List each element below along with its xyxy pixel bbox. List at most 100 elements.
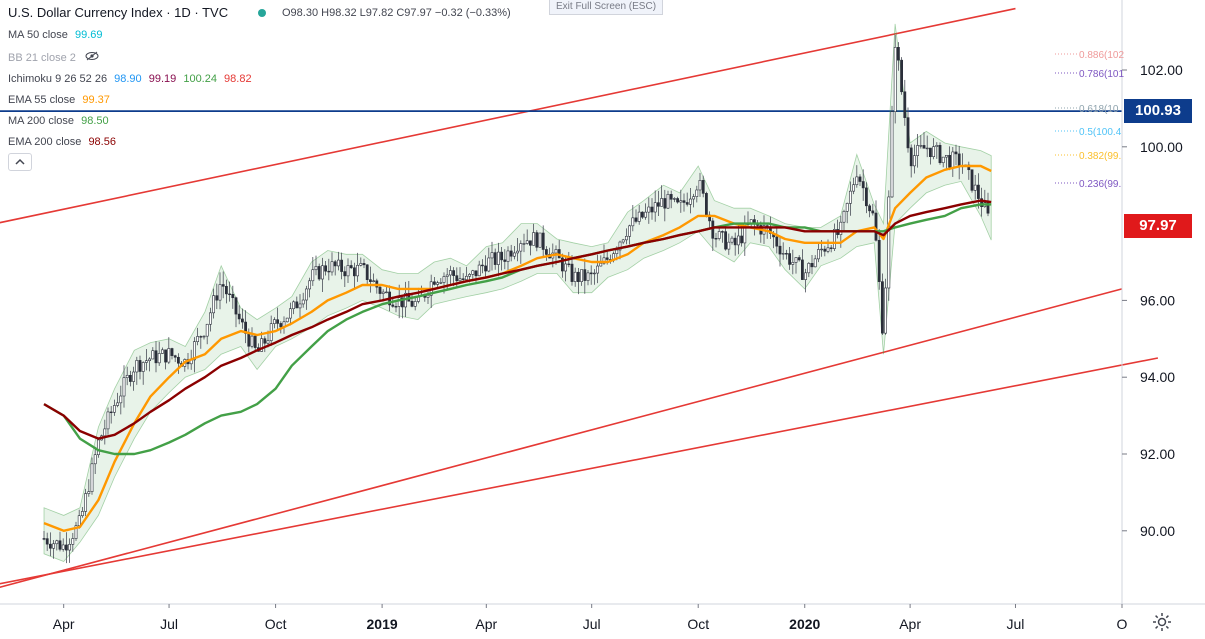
candle[interactable] — [666, 190, 670, 209]
candle[interactable] — [880, 273, 884, 336]
candle[interactable] — [304, 285, 308, 310]
candle[interactable] — [237, 305, 241, 325]
candle[interactable] — [487, 247, 491, 273]
candle[interactable] — [84, 488, 88, 517]
candle[interactable] — [509, 244, 513, 262]
candle[interactable] — [196, 327, 200, 346]
candle[interactable] — [916, 134, 920, 168]
candle[interactable] — [720, 230, 724, 243]
candle[interactable] — [583, 258, 587, 294]
candle[interactable] — [368, 266, 372, 293]
candle[interactable] — [125, 366, 129, 386]
candle[interactable] — [234, 296, 238, 328]
candle[interactable] — [813, 255, 817, 268]
candle[interactable] — [653, 190, 657, 222]
candle[interactable] — [500, 246, 504, 271]
candle[interactable] — [285, 317, 289, 323]
candle[interactable] — [58, 531, 62, 552]
candle[interactable] — [541, 225, 545, 258]
candle[interactable] — [935, 142, 939, 159]
eye-hidden-icon[interactable] — [85, 51, 99, 64]
candle[interactable] — [823, 245, 827, 257]
candle[interactable] — [484, 255, 488, 277]
candle[interactable] — [647, 197, 651, 224]
candle[interactable] — [506, 246, 510, 270]
series-line[interactable] — [43, 199, 992, 440]
candle[interactable] — [71, 532, 75, 552]
candle[interactable] — [173, 354, 177, 363]
candle[interactable] — [669, 190, 673, 209]
candle[interactable] — [714, 232, 718, 248]
candle[interactable] — [109, 406, 113, 424]
candle[interactable] — [276, 307, 280, 332]
candle[interactable] — [496, 242, 500, 277]
candle[interactable] — [512, 245, 516, 260]
candle[interactable] — [631, 205, 635, 232]
candle[interactable] — [263, 336, 267, 353]
candle[interactable] — [65, 532, 68, 564]
candle[interactable] — [413, 296, 417, 311]
indicator-ma50[interactable]: MA 50 close 99.69 — [6, 29, 105, 41]
candle[interactable] — [301, 292, 305, 308]
candle[interactable] — [272, 317, 276, 329]
candle[interactable] — [580, 269, 584, 286]
candle[interactable] — [637, 204, 641, 225]
candle[interactable] — [832, 223, 836, 252]
candle[interactable] — [400, 297, 404, 319]
candle[interactable] — [122, 365, 126, 408]
candle[interactable] — [532, 223, 536, 246]
candle[interactable] — [170, 347, 174, 360]
candle[interactable] — [231, 285, 235, 309]
candle[interactable] — [596, 254, 600, 284]
candle[interactable] — [704, 191, 708, 218]
candle[interactable] — [154, 341, 158, 373]
candle[interactable] — [362, 258, 366, 269]
candle[interactable] — [906, 107, 910, 153]
candle[interactable] — [640, 211, 644, 219]
candle[interactable] — [736, 225, 740, 255]
candle[interactable] — [135, 356, 139, 385]
candle[interactable] — [586, 270, 590, 286]
indicator-ema55[interactable]: EMA 55 close 99.37 — [6, 94, 112, 106]
candle[interactable] — [205, 323, 209, 345]
plot-area[interactable] — [0, 0, 1122, 604]
candle[interactable] — [660, 185, 664, 207]
candle[interactable] — [167, 337, 171, 365]
candle[interactable] — [253, 333, 257, 351]
candle[interactable] — [103, 419, 107, 445]
candle[interactable] — [295, 296, 299, 309]
candle[interactable] — [980, 187, 984, 217]
candle[interactable] — [829, 244, 833, 253]
candle[interactable] — [730, 235, 734, 245]
candle[interactable] — [458, 267, 462, 283]
candle[interactable] — [106, 407, 110, 435]
candle[interactable] — [394, 302, 398, 313]
candle[interactable] — [528, 240, 532, 256]
candle[interactable] — [48, 532, 52, 557]
candle[interactable] — [209, 307, 212, 332]
candle[interactable] — [97, 438, 100, 458]
candle[interactable] — [119, 385, 123, 415]
candle[interactable] — [199, 335, 203, 349]
candle[interactable] — [538, 232, 542, 248]
candle[interactable] — [132, 366, 136, 391]
candle[interactable] — [288, 302, 292, 326]
candle[interactable] — [791, 249, 795, 275]
candle[interactable] — [733, 232, 737, 256]
candle[interactable] — [676, 196, 680, 204]
candle[interactable] — [448, 265, 452, 285]
candle[interactable] — [359, 257, 363, 267]
trend-channel-line[interactable] — [0, 288, 1123, 589]
candle[interactable] — [544, 246, 548, 261]
candle[interactable] — [439, 278, 443, 285]
candle[interactable] — [378, 283, 382, 301]
candle[interactable] — [868, 203, 872, 218]
candle[interactable] — [560, 253, 564, 278]
candle[interactable] — [845, 202, 849, 224]
candle[interactable] — [884, 278, 888, 335]
candle[interactable] — [148, 357, 152, 372]
candle[interactable] — [320, 257, 324, 292]
candle[interactable] — [241, 308, 244, 329]
candle[interactable] — [682, 193, 686, 212]
candle[interactable] — [656, 190, 660, 217]
